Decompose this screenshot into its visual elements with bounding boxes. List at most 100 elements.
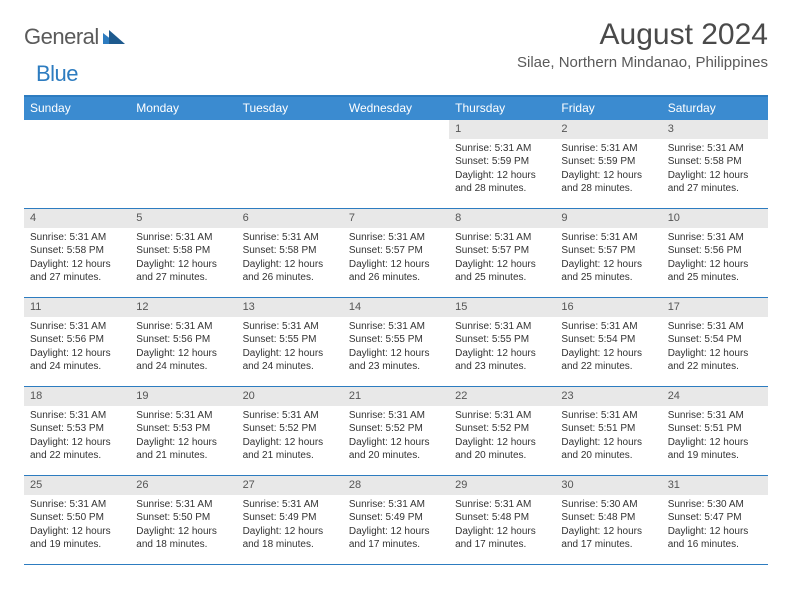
daylight-text-1: Daylight: 12 hours: [30, 436, 124, 450]
sunset-text: Sunset: 5:57 PM: [561, 244, 655, 258]
daylight-text-1: Daylight: 12 hours: [136, 525, 230, 539]
day-cell: 23Sunrise: 5:31 AMSunset: 5:51 PMDayligh…: [555, 387, 661, 475]
daylight-text-1: Daylight: 12 hours: [455, 169, 549, 183]
title-block: August 2024 Silae, Northern Mindanao, Ph…: [517, 18, 768, 71]
day-content: Sunrise: 5:31 AMSunset: 5:52 PMDaylight:…: [449, 406, 555, 467]
sunrise-text: Sunrise: 5:31 AM: [30, 409, 124, 423]
day-content: Sunrise: 5:31 AMSunset: 5:50 PMDaylight:…: [24, 495, 130, 556]
daylight-text-2: and 18 minutes.: [136, 538, 230, 552]
day-cell: 4Sunrise: 5:31 AMSunset: 5:58 PMDaylight…: [24, 209, 130, 297]
daylight-text-2: and 22 minutes.: [30, 449, 124, 463]
sunset-text: Sunset: 5:58 PM: [243, 244, 337, 258]
daylight-text-2: and 27 minutes.: [30, 271, 124, 285]
sunrise-text: Sunrise: 5:31 AM: [455, 231, 549, 245]
logo: General: [24, 18, 127, 50]
day-content: Sunrise: 5:31 AMSunset: 5:51 PMDaylight:…: [662, 406, 768, 467]
sunset-text: Sunset: 5:55 PM: [243, 333, 337, 347]
day-number: 6: [237, 209, 343, 228]
day-content: Sunrise: 5:31 AMSunset: 5:53 PMDaylight:…: [130, 406, 236, 467]
daylight-text-1: Daylight: 12 hours: [136, 347, 230, 361]
day-number: [343, 120, 449, 124]
daylight-text-1: Daylight: 12 hours: [561, 347, 655, 361]
sunset-text: Sunset: 5:51 PM: [561, 422, 655, 436]
day-content: Sunrise: 5:31 AMSunset: 5:49 PMDaylight:…: [343, 495, 449, 556]
daylight-text-1: Daylight: 12 hours: [668, 436, 762, 450]
day-cell: 3Sunrise: 5:31 AMSunset: 5:58 PMDaylight…: [662, 120, 768, 208]
day-number: 31: [662, 476, 768, 495]
day-content: Sunrise: 5:31 AMSunset: 5:50 PMDaylight:…: [130, 495, 236, 556]
day-header-sun: Sunday: [24, 97, 130, 120]
daylight-text-2: and 25 minutes.: [668, 271, 762, 285]
day-cell: 12Sunrise: 5:31 AMSunset: 5:56 PMDayligh…: [130, 298, 236, 386]
day-cell: [237, 120, 343, 208]
day-number: 14: [343, 298, 449, 317]
daylight-text-2: and 20 minutes.: [561, 449, 655, 463]
day-cell: 30Sunrise: 5:30 AMSunset: 5:48 PMDayligh…: [555, 476, 661, 564]
daylight-text-1: Daylight: 12 hours: [561, 258, 655, 272]
sunrise-text: Sunrise: 5:31 AM: [455, 320, 549, 334]
day-number: 5: [130, 209, 236, 228]
day-cell: [24, 120, 130, 208]
day-cell: 11Sunrise: 5:31 AMSunset: 5:56 PMDayligh…: [24, 298, 130, 386]
sunset-text: Sunset: 5:58 PM: [136, 244, 230, 258]
sunrise-text: Sunrise: 5:31 AM: [668, 320, 762, 334]
daylight-text-1: Daylight: 12 hours: [668, 525, 762, 539]
daylight-text-1: Daylight: 12 hours: [455, 525, 549, 539]
sunset-text: Sunset: 5:52 PM: [243, 422, 337, 436]
sunset-text: Sunset: 5:55 PM: [455, 333, 549, 347]
day-cell: [130, 120, 236, 208]
daylight-text-1: Daylight: 12 hours: [136, 258, 230, 272]
daylight-text-1: Daylight: 12 hours: [668, 347, 762, 361]
day-content: Sunrise: 5:31 AMSunset: 5:55 PMDaylight:…: [343, 317, 449, 378]
sunrise-text: Sunrise: 5:31 AM: [349, 320, 443, 334]
daylight-text-2: and 27 minutes.: [668, 182, 762, 196]
daylight-text-2: and 27 minutes.: [136, 271, 230, 285]
sunset-text: Sunset: 5:53 PM: [30, 422, 124, 436]
day-number: 1: [449, 120, 555, 139]
weeks-container: 1Sunrise: 5:31 AMSunset: 5:59 PMDaylight…: [24, 120, 768, 565]
day-cell: 10Sunrise: 5:31 AMSunset: 5:56 PMDayligh…: [662, 209, 768, 297]
day-number: 22: [449, 387, 555, 406]
daylight-text-2: and 24 minutes.: [30, 360, 124, 374]
daylight-text-2: and 25 minutes.: [561, 271, 655, 285]
daylight-text-1: Daylight: 12 hours: [455, 436, 549, 450]
daylight-text-1: Daylight: 12 hours: [561, 169, 655, 183]
day-number: 21: [343, 387, 449, 406]
daylight-text-2: and 18 minutes.: [243, 538, 337, 552]
day-cell: 16Sunrise: 5:31 AMSunset: 5:54 PMDayligh…: [555, 298, 661, 386]
day-number: 26: [130, 476, 236, 495]
day-content: Sunrise: 5:31 AMSunset: 5:58 PMDaylight:…: [662, 139, 768, 200]
sunrise-text: Sunrise: 5:31 AM: [455, 142, 549, 156]
day-content: Sunrise: 5:31 AMSunset: 5:49 PMDaylight:…: [237, 495, 343, 556]
day-number: 7: [343, 209, 449, 228]
sunrise-text: Sunrise: 5:31 AM: [243, 231, 337, 245]
sunset-text: Sunset: 5:48 PM: [561, 511, 655, 525]
day-content: Sunrise: 5:31 AMSunset: 5:56 PMDaylight:…: [662, 228, 768, 289]
day-content: Sunrise: 5:31 AMSunset: 5:55 PMDaylight:…: [237, 317, 343, 378]
day-number: 9: [555, 209, 661, 228]
day-number: 8: [449, 209, 555, 228]
day-cell: 24Sunrise: 5:31 AMSunset: 5:51 PMDayligh…: [662, 387, 768, 475]
sunrise-text: Sunrise: 5:31 AM: [668, 409, 762, 423]
daylight-text-1: Daylight: 12 hours: [455, 347, 549, 361]
sunset-text: Sunset: 5:56 PM: [136, 333, 230, 347]
day-header-fri: Friday: [555, 97, 661, 120]
sunset-text: Sunset: 5:58 PM: [30, 244, 124, 258]
sunrise-text: Sunrise: 5:31 AM: [668, 231, 762, 245]
daylight-text-2: and 22 minutes.: [668, 360, 762, 374]
week-row: 18Sunrise: 5:31 AMSunset: 5:53 PMDayligh…: [24, 387, 768, 476]
week-row: 4Sunrise: 5:31 AMSunset: 5:58 PMDaylight…: [24, 209, 768, 298]
sunrise-text: Sunrise: 5:31 AM: [136, 409, 230, 423]
day-content: Sunrise: 5:30 AMSunset: 5:48 PMDaylight:…: [555, 495, 661, 556]
logo-text-general: General: [24, 24, 99, 50]
day-number: 23: [555, 387, 661, 406]
daylight-text-1: Daylight: 12 hours: [30, 347, 124, 361]
day-number: 4: [24, 209, 130, 228]
daylight-text-2: and 17 minutes.: [561, 538, 655, 552]
sunrise-text: Sunrise: 5:31 AM: [136, 320, 230, 334]
daylight-text-2: and 20 minutes.: [349, 449, 443, 463]
day-cell: 2Sunrise: 5:31 AMSunset: 5:59 PMDaylight…: [555, 120, 661, 208]
sunrise-text: Sunrise: 5:31 AM: [30, 231, 124, 245]
day-number: [130, 120, 236, 124]
sunset-text: Sunset: 5:58 PM: [668, 155, 762, 169]
